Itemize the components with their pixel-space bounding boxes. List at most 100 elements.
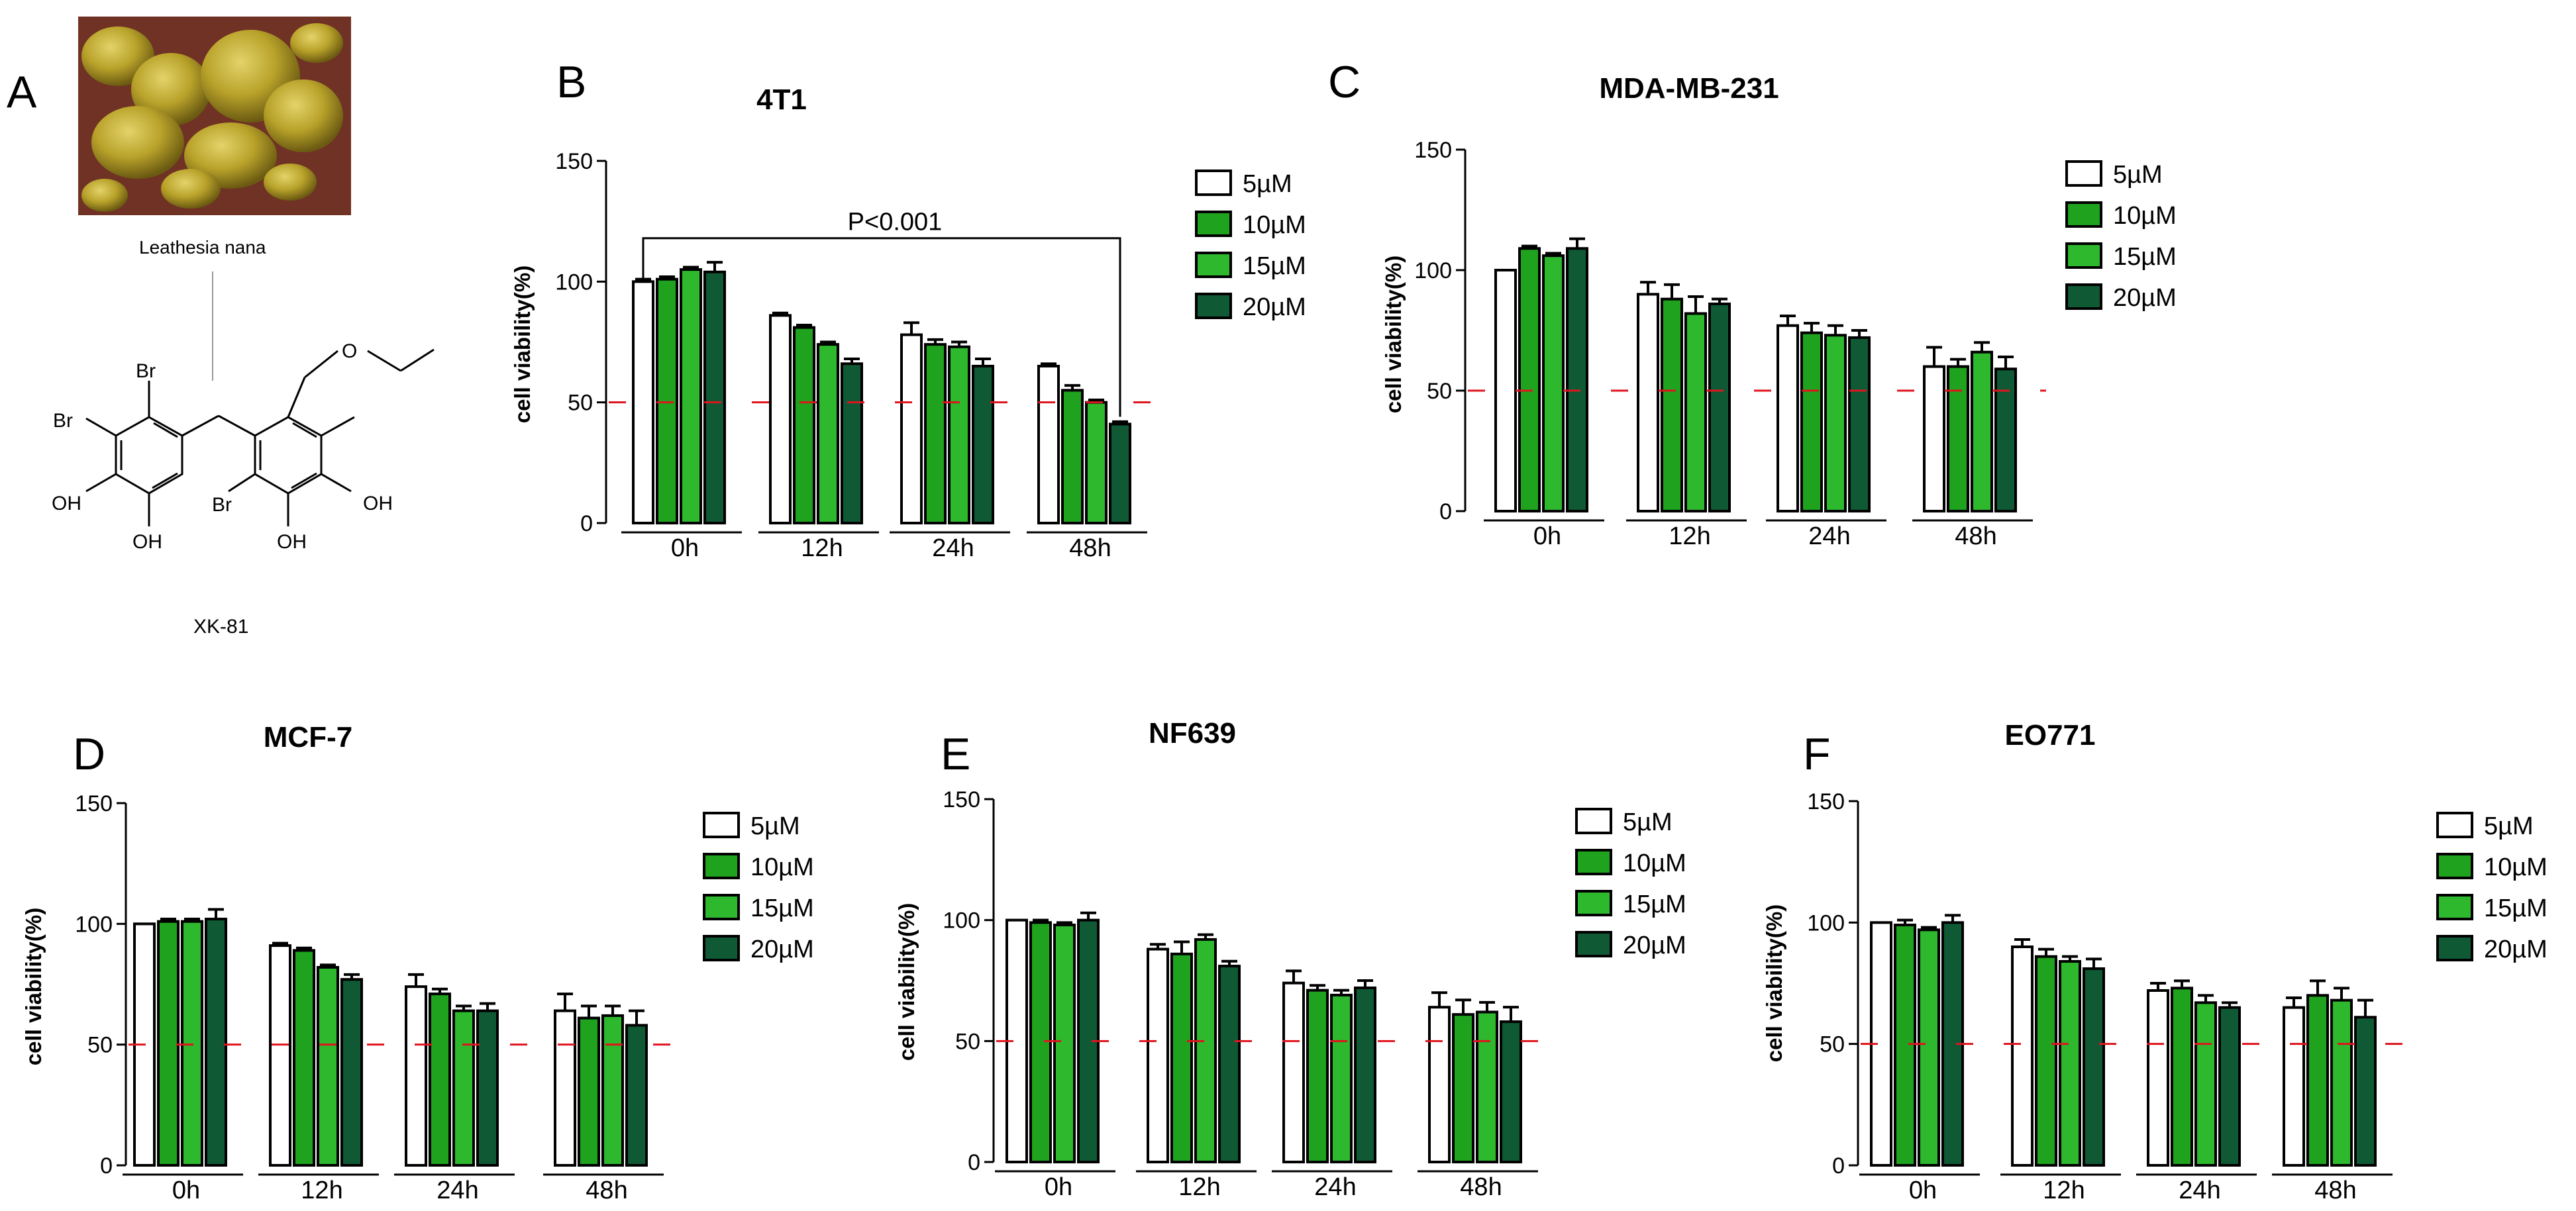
- legend-label: 10µM: [2484, 853, 2548, 881]
- bar-5uM: [1147, 947, 1169, 1164]
- bar-20uM: [1077, 918, 1100, 1163]
- bar-20uM: [703, 270, 726, 524]
- bar-20uM: [1500, 1020, 1522, 1164]
- legend-swatch: [2065, 242, 2102, 269]
- bar-10uM: [1306, 989, 1329, 1163]
- bar-15uM: [817, 343, 839, 524]
- y-axis-label: cell viability(%): [21, 908, 46, 1065]
- significance-bracket: [642, 237, 1121, 417]
- y-tick-label: 150: [555, 149, 593, 174]
- bar-15uM: [1194, 938, 1217, 1163]
- seaweed-image: [78, 17, 351, 215]
- leathesia-nana-photo: [78, 17, 351, 215]
- y-tick-label: 50: [1820, 1032, 1845, 1057]
- bar-10uM: [1947, 365, 1969, 512]
- y-axis-label: cell viability(%): [1762, 904, 1786, 1062]
- y-tick-label: 100: [1414, 258, 1452, 283]
- x-tick-label: 24h: [1314, 1173, 1356, 1201]
- x-tick-label: 48h: [1460, 1173, 1502, 1201]
- chart-title: EO771: [2005, 719, 2096, 751]
- bar-5uM: [405, 985, 427, 1167]
- legend-swatch: [1575, 890, 1612, 916]
- legend-label: 20µM: [2113, 284, 2177, 312]
- bar-5uM: [900, 333, 923, 524]
- x-tick-label: 0h: [1909, 1177, 1937, 1204]
- bar-10uM: [793, 326, 815, 524]
- bar-20uM: [2218, 1006, 2241, 1167]
- legend-label: 20µM: [1623, 932, 1686, 959]
- x-tick-label: 24h: [2179, 1177, 2220, 1204]
- panel-label-d: D: [73, 729, 106, 779]
- bar-5uM: [269, 944, 291, 1167]
- bar-10uM: [157, 920, 180, 1167]
- x-tick-label: 24h: [932, 534, 974, 562]
- bar-20uM: [625, 1024, 648, 1167]
- atom-oh-3: OH: [363, 493, 393, 514]
- bar-15uM: [1085, 401, 1108, 525]
- legend-swatch: [1575, 931, 1612, 957]
- y-axis-label: cell viability(%): [1381, 256, 1406, 413]
- legend-swatch: [2065, 201, 2102, 228]
- bar-10uM: [1170, 952, 1193, 1164]
- legend-label: 15µM: [750, 895, 814, 922]
- bar-5uM: [632, 280, 654, 524]
- legend-swatch: [2065, 160, 2102, 187]
- legend-swatch: [1195, 170, 1232, 196]
- legend-label: 20µM: [2484, 936, 2548, 963]
- x-tick-label: 48h: [1069, 534, 1111, 562]
- legend-label: 10µM: [2113, 202, 2177, 230]
- chart-d: MCF-7 cell viability(%) 0 50 100 150 0h 12h 24h 4…: [21, 721, 814, 1204]
- bar-15uM: [680, 268, 702, 524]
- bar-20uM: [1566, 247, 1588, 512]
- panel-label-f: F: [1803, 729, 1831, 779]
- bar-20uM: [1708, 302, 1731, 512]
- bar-10uM: [1800, 331, 1823, 512]
- bar-20uM: [1848, 336, 1871, 512]
- bar-15uM: [2059, 960, 2081, 1167]
- bar-5uM: [1923, 365, 1945, 512]
- y-axis-label: cell viability(%): [894, 903, 919, 1061]
- y-tick-label: 100: [75, 912, 113, 937]
- legend-label: 15µM: [1623, 891, 1686, 918]
- y-tick-label: 0: [968, 1150, 980, 1175]
- legend-label: 5µM: [750, 812, 800, 840]
- bar-15uM: [1824, 334, 1847, 512]
- legend-swatch: [1195, 211, 1232, 237]
- panel-label-e: E: [941, 729, 971, 779]
- x-tick-label: 12h: [801, 534, 843, 562]
- x-tick-label: 24h: [1808, 522, 1850, 550]
- legend-swatch: [1195, 293, 1232, 319]
- legend-label: 15µM: [2113, 243, 2177, 271]
- chart-title: MDA-MB-231: [1599, 72, 1778, 105]
- bar-20uM: [340, 978, 363, 1167]
- compound-label: XK-81: [193, 616, 249, 638]
- legend-label: 10µM: [750, 853, 814, 881]
- x-tick-label: 0h: [172, 1177, 200, 1204]
- y-tick-label: 150: [75, 791, 113, 816]
- photo-caption: Leathesia nana: [139, 237, 266, 258]
- chart-c: MDA-MB-231 cell viability(%) 0 50 100 150 0h 12…: [1381, 72, 2177, 550]
- atom-oh-2: OH: [132, 531, 162, 553]
- bar-15uM: [948, 345, 970, 524]
- panel-label-a: A: [7, 67, 37, 117]
- legend-swatch: [703, 853, 740, 879]
- y-tick-label: 50: [1427, 379, 1452, 404]
- bar-10uM: [2035, 955, 2057, 1167]
- bar-5uM: [1494, 269, 1517, 512]
- legend-label: 15µM: [2484, 895, 2548, 922]
- y-tick-label: 0: [100, 1153, 113, 1179]
- legend-label: 20µM: [750, 936, 814, 963]
- legend-swatch: [2436, 853, 2473, 879]
- bar-10uM: [1518, 247, 1541, 512]
- bar-5uM: [2011, 945, 2034, 1167]
- y-tick-label: 0: [1439, 499, 1452, 524]
- y-tick-label: 50: [955, 1029, 980, 1054]
- panel-label-b: B: [556, 57, 587, 107]
- bar-10uM: [293, 949, 315, 1167]
- chart-title: NF639: [1149, 717, 1236, 750]
- bar-5uM: [769, 314, 792, 524]
- x-tick-label: 0h: [1533, 522, 1561, 550]
- bar-15uM: [452, 1009, 475, 1167]
- bar-15uM: [1684, 312, 1707, 512]
- legend-swatch: [2436, 935, 2473, 961]
